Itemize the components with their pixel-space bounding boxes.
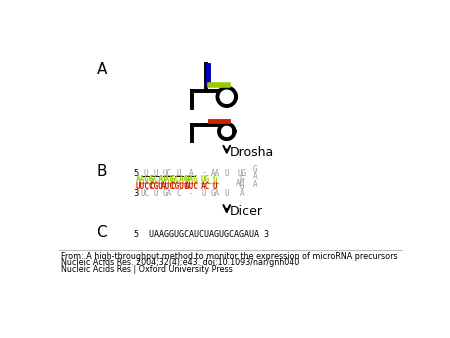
- Text: -: -: [189, 189, 194, 198]
- Text: GCAG: GCAG: [170, 175, 189, 185]
- Text: U: U: [143, 169, 148, 177]
- Text: -: -: [202, 169, 207, 177]
- Text: Dicer: Dicer: [230, 205, 263, 218]
- Text: U: U: [153, 189, 158, 198]
- Text: A: A: [240, 189, 244, 198]
- Text: U: U: [176, 169, 181, 177]
- Text: G: G: [253, 165, 258, 174]
- Text: AC: AC: [200, 183, 210, 191]
- Text: UAG: UAG: [185, 175, 199, 185]
- Text: C: C: [97, 225, 107, 240]
- Text: U: U: [240, 183, 244, 191]
- Text: From: A high-throughput method to monitor the expression of microRNA precursors: From: A high-throughput method to monito…: [61, 251, 397, 261]
- Text: A: A: [97, 62, 107, 77]
- Text: U: U: [202, 189, 207, 198]
- Text: AA: AA: [211, 169, 220, 177]
- Text: UAG: UAG: [161, 175, 175, 185]
- Text: B: B: [97, 164, 107, 179]
- Text: GCA: GCA: [149, 175, 163, 185]
- Text: U: U: [225, 169, 229, 177]
- Text: UC: UC: [141, 189, 150, 198]
- Text: AAGG: AAGG: [136, 175, 155, 185]
- Text: G: G: [213, 175, 217, 185]
- Text: UG: UG: [200, 175, 210, 185]
- Text: A: A: [253, 180, 258, 189]
- Text: CGU: CGU: [149, 183, 163, 191]
- Text: U: U: [153, 169, 158, 177]
- Text: CGUC: CGUC: [170, 183, 189, 191]
- Text: AC: AC: [236, 178, 245, 188]
- Text: UUCC: UUCC: [136, 183, 155, 191]
- Text: Nucleic Acids Res. 2004;32(4):e43. doi:10.1093/nar/gnh040: Nucleic Acids Res. 2004;32(4):e43. doi:1…: [61, 259, 299, 267]
- Text: GA: GA: [162, 189, 172, 198]
- Text: UG: UG: [238, 169, 247, 177]
- Text: AUC: AUC: [161, 183, 175, 191]
- Text: 3: 3: [134, 189, 139, 198]
- Text: AUC: AUC: [185, 183, 199, 191]
- Text: U: U: [213, 183, 217, 191]
- Text: GA: GA: [211, 189, 220, 198]
- Text: UC: UC: [162, 169, 172, 177]
- Text: G: G: [240, 175, 244, 185]
- Text: Drosha: Drosha: [230, 146, 274, 159]
- Text: 5  UAAGGUGCAUCUAGUGCAGAUA 3: 5 UAAGGUGCAUCUAGUGCAGAUA 3: [134, 230, 269, 239]
- Text: A: A: [253, 172, 258, 182]
- Text: A: A: [189, 169, 194, 177]
- Text: 5: 5: [134, 169, 139, 177]
- Text: Nucleic Acids Res | Oxford University Press: Nucleic Acids Res | Oxford University Pr…: [61, 265, 233, 274]
- Text: U: U: [225, 189, 229, 198]
- Text: C: C: [176, 189, 181, 198]
